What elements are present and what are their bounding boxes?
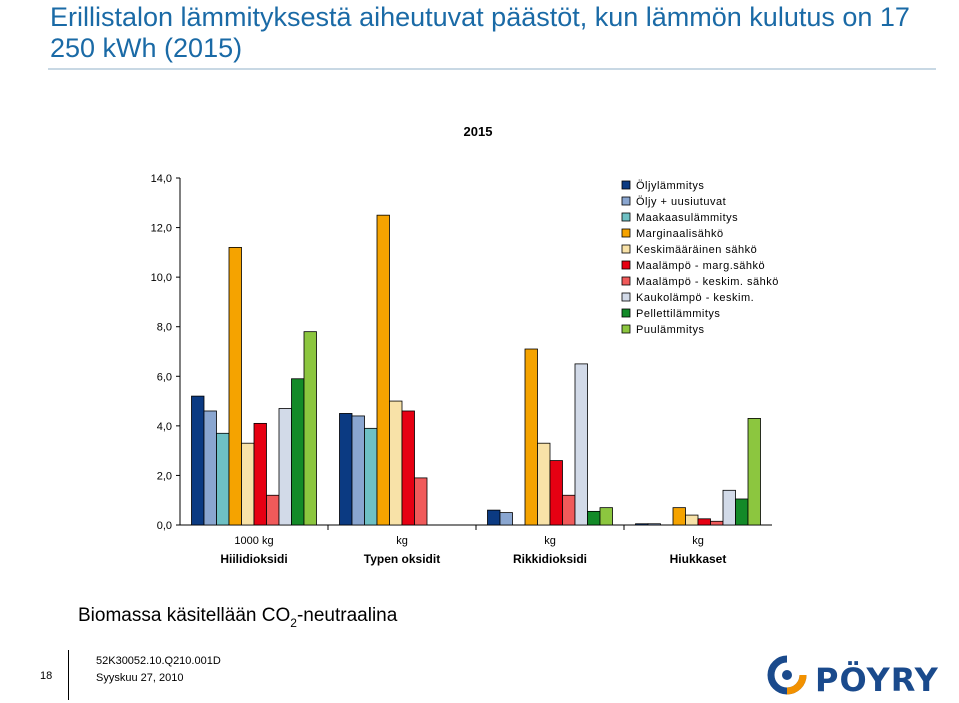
category-label: Rikkidioksidi	[513, 552, 587, 566]
legend-label: Pellettilämmitys	[636, 308, 720, 320]
bar	[266, 494, 280, 526]
page-number: 18	[40, 670, 53, 682]
bar	[587, 510, 601, 526]
bar	[537, 442, 551, 526]
category-unit-label: kg	[692, 535, 704, 547]
poyry-logo-text: PÖYRY	[815, 661, 939, 699]
bar	[339, 413, 353, 526]
bar	[253, 422, 267, 526]
footnote-subscript: 2	[290, 616, 297, 630]
biomass-footnote: Biomassa käsitellään CO2-neutraalina	[78, 604, 398, 630]
y-tick-label: 8,0	[157, 322, 172, 334]
footnote-text: Biomassa käsitellään CO	[78, 605, 291, 626]
bar	[549, 460, 563, 526]
document-date: Syyskuu 27, 2010	[96, 672, 184, 684]
bar	[278, 408, 292, 526]
legend-swatch	[621, 324, 631, 334]
footnote-suffix: -neutraalina	[296, 605, 398, 626]
legend-label: Maakaasulämmitys	[636, 212, 738, 224]
legend-swatch	[621, 260, 631, 270]
document-code: 52K30052.10.Q210.001D	[96, 655, 221, 667]
legend-label: Maalämpö - keskim. sähkö	[636, 276, 779, 288]
category-unit-label: kg	[396, 535, 408, 547]
bar	[722, 489, 736, 526]
poyry-logo: PÖYRY	[765, 655, 950, 700]
bar	[203, 410, 217, 526]
bar	[303, 331, 317, 526]
bar	[216, 432, 230, 526]
bar	[364, 427, 378, 526]
legend-label: Kaukolämpö - keskim.	[636, 292, 754, 304]
y-tick-label: 0,0	[157, 520, 172, 532]
category-label: Typen oksidit	[364, 552, 440, 566]
legend-label: Öljylämmitys	[636, 180, 704, 192]
bar	[710, 520, 724, 526]
legend-swatch	[621, 244, 631, 254]
y-tick-label: 12,0	[151, 223, 172, 235]
legend-swatch	[621, 308, 631, 318]
slide-title: Erillistalon lämmityksestä aiheutuvat pä…	[50, 2, 910, 63]
y-tick-label: 4,0	[157, 421, 172, 433]
bar	[647, 523, 661, 526]
category-label: Hiukkaset	[670, 552, 727, 566]
bar	[685, 514, 699, 526]
category-label: Hiilidioksidi	[220, 552, 287, 566]
legend-swatch	[621, 196, 631, 206]
bar	[228, 246, 242, 526]
category-unit-label: kg	[544, 535, 556, 547]
y-tick-label: 2,0	[157, 470, 172, 482]
chart-title: 2015	[464, 124, 493, 139]
bar	[524, 348, 538, 526]
legend-swatch	[621, 212, 631, 222]
bar	[697, 518, 711, 526]
bar	[735, 498, 749, 526]
bar	[401, 410, 415, 526]
category-unit-label: 1000 kg	[234, 535, 273, 547]
bar	[351, 415, 365, 526]
title-divider	[48, 68, 936, 70]
bar	[599, 507, 613, 526]
y-tick-label: 14,0	[151, 173, 172, 185]
bar	[574, 363, 588, 526]
bar	[291, 378, 305, 526]
legend-label: Marginaalisähkö	[636, 228, 724, 240]
legend-swatch	[621, 292, 631, 302]
bar	[747, 418, 761, 526]
bar	[499, 512, 513, 526]
legend-label: Maalämpö - marg.sähkö	[636, 260, 765, 272]
bar	[414, 477, 428, 526]
emissions-bar-chart: 2015 0,0 2,0 4,0 6,0 8,0 10,0 12,0 14,0 1000 kg Hi…	[151, 124, 779, 566]
legend-label: Keskimääräinen sähkö	[636, 244, 757, 256]
legend-swatch	[621, 276, 631, 286]
bar	[562, 494, 576, 526]
legend-swatch	[621, 180, 631, 190]
bar	[241, 442, 255, 526]
bar	[672, 507, 686, 526]
legend-swatch	[621, 228, 631, 238]
bar	[376, 214, 390, 526]
legend-label: Puulämmitys	[636, 324, 704, 336]
bar	[389, 400, 403, 526]
footer-divider	[68, 650, 69, 700]
poyry-logo-icon	[767, 655, 807, 695]
bar	[635, 523, 649, 526]
bar	[487, 509, 501, 526]
legend-label: Öljy + uusiutuvat	[636, 196, 726, 208]
y-tick-label: 10,0	[151, 272, 172, 284]
y-tick-label: 6,0	[157, 371, 172, 383]
bar	[191, 395, 205, 526]
